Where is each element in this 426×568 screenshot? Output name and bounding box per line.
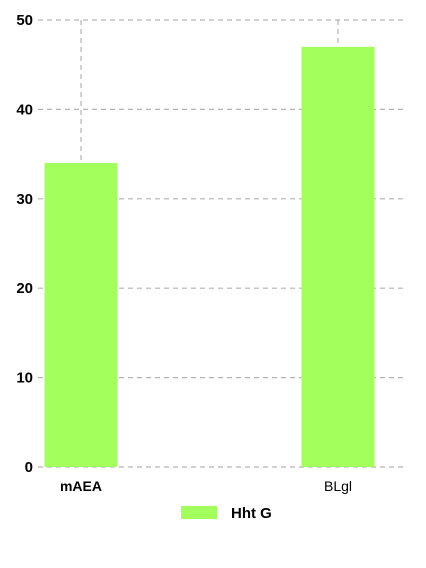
legend-label: Hht G [231, 505, 272, 522]
y-tick-label: 20 [16, 280, 33, 297]
legend: Hht G [181, 505, 272, 522]
x-tick-label: BLgl [324, 478, 352, 494]
bar-mAEA [44, 163, 118, 468]
x-axis-ticks: mAEA BLgl [60, 478, 352, 494]
y-tick-label: 10 [16, 370, 33, 387]
y-tick-label: 50 [16, 12, 33, 29]
legend-swatch [181, 506, 217, 519]
y-tick-label: 40 [16, 101, 33, 118]
y-axis-ticks: 0 10 20 30 40 50 [16, 12, 33, 476]
category-grid-lines [80, 20, 339, 467]
y-tick-label: 0 [25, 459, 33, 476]
x-tick-label: mAEA [60, 478, 102, 494]
y-tick-label: 30 [16, 191, 33, 208]
bars [44, 46, 375, 468]
bar-BLgl [301, 46, 375, 467]
